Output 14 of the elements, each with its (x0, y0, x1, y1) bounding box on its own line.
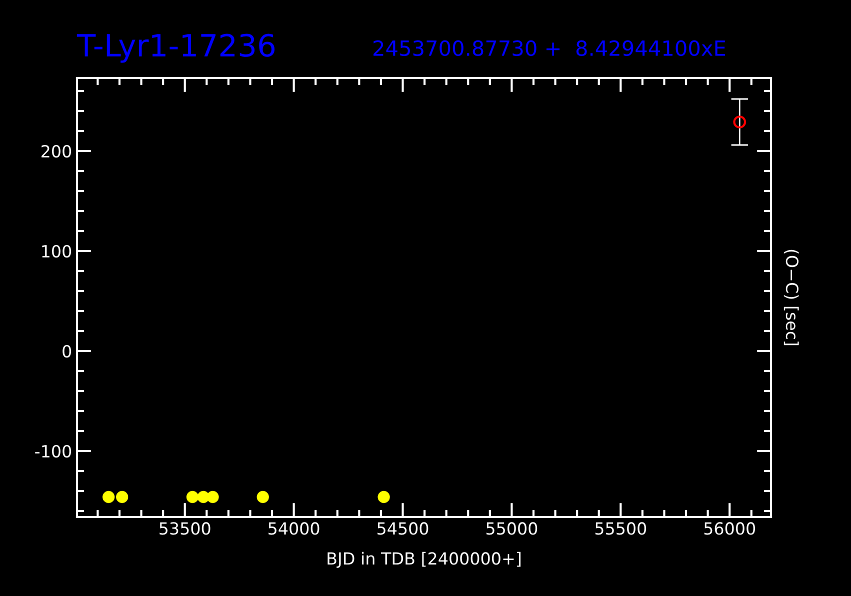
y-tick-label: -100 (35, 444, 72, 458)
x-tick-label: 56000 (704, 522, 755, 535)
y-tick-label: 200 (42, 144, 72, 158)
chart-title: T-Lyr1-17236 (76, 34, 275, 63)
chart-subtitle: 2453700.87730 + 8.42944100xE (374, 40, 726, 56)
x-tick-label: 55500 (595, 522, 646, 535)
x-tick-label: 54500 (378, 522, 428, 535)
x-tick-label: 54000 (268, 522, 320, 535)
x-axis-title: BJD in TDB [2400000+] (328, 552, 521, 568)
y-tick-label: 0 (62, 344, 72, 358)
x-tick-label: 53500 (160, 522, 210, 535)
y-tick-label: 100 (42, 244, 72, 258)
y-axis-title: (O−C) [sec] (784, 250, 799, 346)
x-tick-label: 55000 (486, 522, 538, 535)
